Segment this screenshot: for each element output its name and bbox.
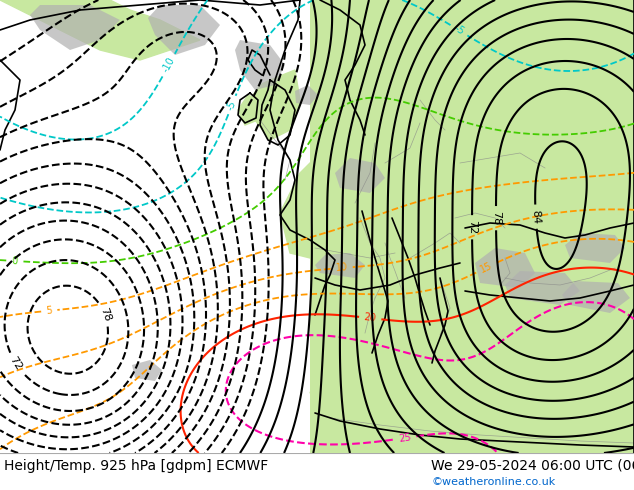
Text: 0: 0 [11, 256, 18, 266]
Polygon shape [250, 70, 300, 140]
Text: 25: 25 [398, 432, 412, 444]
Polygon shape [565, 233, 625, 263]
Text: We 29-05-2024 06:00 UTC (06+72): We 29-05-2024 06:00 UTC (06+72) [431, 459, 634, 473]
Text: ©weatheronline.co.uk: ©weatheronline.co.uk [431, 477, 555, 487]
Polygon shape [238, 95, 260, 125]
Polygon shape [310, 0, 634, 453]
Text: 72: 72 [467, 220, 477, 234]
Polygon shape [280, 143, 380, 263]
Text: 5: 5 [46, 305, 53, 316]
Text: 20: 20 [363, 313, 377, 324]
Polygon shape [505, 271, 580, 305]
Polygon shape [235, 40, 285, 90]
Text: 15: 15 [479, 261, 494, 275]
Text: 10: 10 [335, 263, 348, 273]
Text: Height/Temp. 925 hPa [gdpm] ECMWF: Height/Temp. 925 hPa [gdpm] ECMWF [4, 459, 268, 473]
Polygon shape [310, 253, 440, 403]
Text: -5: -5 [226, 98, 238, 111]
Text: -10: -10 [160, 56, 177, 74]
Polygon shape [562, 281, 630, 313]
Polygon shape [148, 5, 220, 55]
Text: 78: 78 [491, 211, 501, 225]
Polygon shape [315, 253, 365, 278]
Polygon shape [475, 248, 535, 288]
Polygon shape [295, 85, 318, 105]
Polygon shape [330, 423, 634, 453]
Text: 78: 78 [98, 306, 112, 323]
Polygon shape [335, 158, 385, 193]
Text: -5: -5 [452, 24, 466, 37]
Polygon shape [30, 5, 120, 50]
Text: 84: 84 [531, 209, 541, 224]
Polygon shape [132, 360, 162, 381]
Polygon shape [0, 0, 200, 60]
Text: 72: 72 [8, 355, 24, 372]
